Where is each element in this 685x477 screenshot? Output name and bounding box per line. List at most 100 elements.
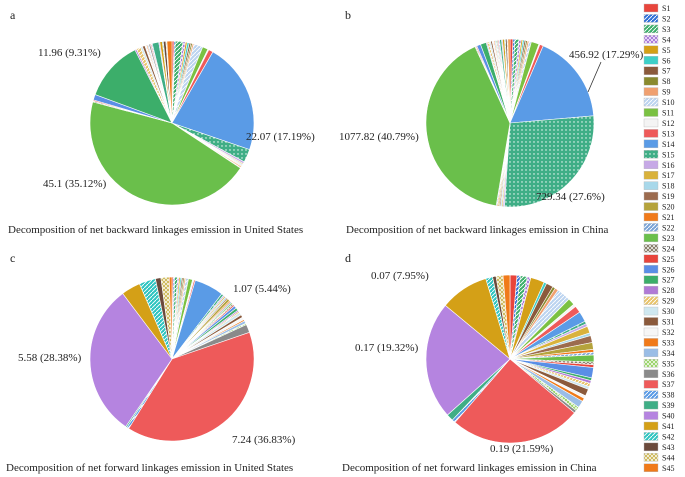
legend-swatch-s6	[643, 56, 659, 65]
legend-swatch-s42	[643, 432, 659, 441]
pie-chart-b	[425, 38, 595, 208]
annotation-c-s37: 7.24 (36.83%)	[232, 434, 296, 446]
legend-label-s6: S6	[662, 56, 670, 65]
legend-label-s18: S18	[662, 182, 674, 191]
legend-swatch-s32	[643, 327, 659, 337]
legend-swatch-s37	[643, 380, 659, 389]
pie-slice-a-s27	[94, 49, 173, 124]
legend-swatch-s44	[643, 453, 659, 462]
legend-swatch-s33	[643, 338, 659, 347]
legend-swatch-s12	[643, 118, 659, 128]
legend-label-s27: S27	[662, 276, 674, 285]
legend-swatch-s9	[643, 87, 659, 96]
legend-swatch-s3	[643, 24, 659, 34]
legend-label-s26: S26	[662, 265, 674, 274]
legend-swatch-s19	[643, 191, 659, 201]
caption-c: Decomposition of net forward linkages em…	[6, 462, 293, 474]
legend-swatch-s5	[643, 45, 659, 54]
panel-letter-d: d	[345, 251, 351, 265]
legend-label-s5: S5	[662, 46, 670, 55]
legend: S1S2S3S4S5S6S7S8S9S10S11S12S13S14S15S16S…	[643, 3, 674, 473]
annotation-d-s40: 0.17 (19.32%)	[355, 342, 419, 354]
legend-swatch-s13	[643, 129, 659, 138]
annotation-c-s14: 1.07 (5.44%)	[233, 283, 291, 295]
legend-label-s13: S13	[662, 129, 674, 138]
legend-label-s21: S21	[662, 213, 674, 222]
legend-swatch-s28	[643, 285, 659, 295]
legend-label-s3: S3	[662, 25, 670, 34]
legend-label-s45: S45	[662, 464, 674, 473]
legend-label-s30: S30	[662, 307, 674, 316]
legend-swatch-s24	[643, 244, 659, 253]
legend-label-s23: S23	[662, 234, 674, 243]
legend-swatch-s31	[643, 317, 659, 326]
legend-label-s38: S38	[662, 391, 674, 400]
legend-swatch-s40	[643, 411, 659, 420]
pie-slice-a-s14	[171, 51, 255, 150]
legend-swatch-s26	[643, 265, 659, 274]
legend-swatch-s16	[643, 160, 659, 169]
pie-chart-d	[425, 274, 595, 444]
legend-swatch-s38	[643, 390, 659, 399]
caption-a: Decomposition of net backward linkages e…	[8, 224, 303, 236]
legend-label-s12: S12	[662, 119, 674, 128]
legend-swatch-s29	[643, 296, 659, 305]
caption-b: Decomposition of net backward linkages e…	[346, 224, 609, 236]
annotation-b-s23: 1077.82 (40.79%)	[339, 131, 419, 143]
legend-swatch-s4	[643, 35, 659, 44]
legend-label-s40: S40	[662, 412, 674, 421]
legend-label-s20: S20	[662, 203, 674, 212]
legend-label-s39: S39	[662, 401, 674, 410]
legend-label-s17: S17	[662, 171, 674, 180]
legend-swatch-s34	[643, 348, 659, 358]
legend-label-s28: S28	[662, 286, 674, 295]
legend-label-s42: S42	[662, 432, 674, 441]
legend-label-s9: S9	[662, 88, 670, 97]
legend-label-s24: S24	[662, 244, 674, 253]
legend-label-s11: S11	[662, 109, 674, 118]
legend-label-s36: S36	[662, 370, 674, 379]
legend-label-s10: S10	[662, 98, 674, 107]
pie-slice-a-s23	[89, 101, 241, 206]
legend-swatch-s1	[643, 3, 659, 13]
pie-slice-d-s40	[425, 304, 511, 416]
annotation-b-s15: 729.34 (27.6%)	[536, 191, 605, 203]
annotation-b-s14: 456.92 (17.29%)	[569, 49, 644, 61]
legend-label-s43: S43	[662, 443, 674, 452]
annotation-a-s14: 22.07 (17.19%)	[246, 131, 315, 143]
pie-slice-b-s14	[509, 45, 595, 124]
pie-slice-c-s40	[89, 293, 173, 428]
legend-label-s8: S8	[662, 77, 670, 86]
panel-letter-c: c	[10, 251, 15, 265]
pie-chart-a	[89, 40, 255, 206]
pie-slice-c-s37	[128, 331, 255, 442]
legend-swatch-s45	[643, 463, 659, 472]
caption-d: Decomposition of net forward linkages em…	[342, 462, 597, 474]
annotation-a-s23: 45.1 (35.12%)	[43, 178, 107, 190]
pie-slice-d-s45	[502, 274, 511, 360]
annotation-c-s40: 5.58 (28.38%)	[18, 352, 82, 364]
legend-swatch-s7	[643, 66, 659, 75]
leader-line-b-s14	[587, 61, 602, 93]
legend-swatch-s21	[643, 212, 659, 222]
legend-swatch-s27	[643, 275, 659, 284]
legend-swatch-s43	[643, 442, 659, 452]
pie-slice-c-s45	[168, 276, 173, 360]
legend-label-s22: S22	[662, 223, 674, 232]
legend-swatch-s10	[643, 97, 659, 107]
legend-swatch-s8	[643, 76, 659, 86]
legend-label-s37: S37	[662, 380, 674, 389]
pie-slice-d-s37	[454, 358, 575, 444]
legend-swatch-s18	[643, 181, 659, 190]
legend-label-s1: S1	[662, 4, 670, 13]
legend-label-s2: S2	[662, 14, 670, 23]
legend-swatch-s20	[643, 202, 659, 211]
legend-label-s32: S32	[662, 328, 674, 337]
legend-swatch-s11	[643, 108, 659, 117]
legend-swatch-s25	[643, 254, 659, 264]
legend-swatch-s23	[643, 233, 659, 243]
legend-label-s35: S35	[662, 359, 674, 368]
legend-swatch-s36	[643, 369, 659, 378]
legend-swatch-s30	[643, 306, 659, 316]
